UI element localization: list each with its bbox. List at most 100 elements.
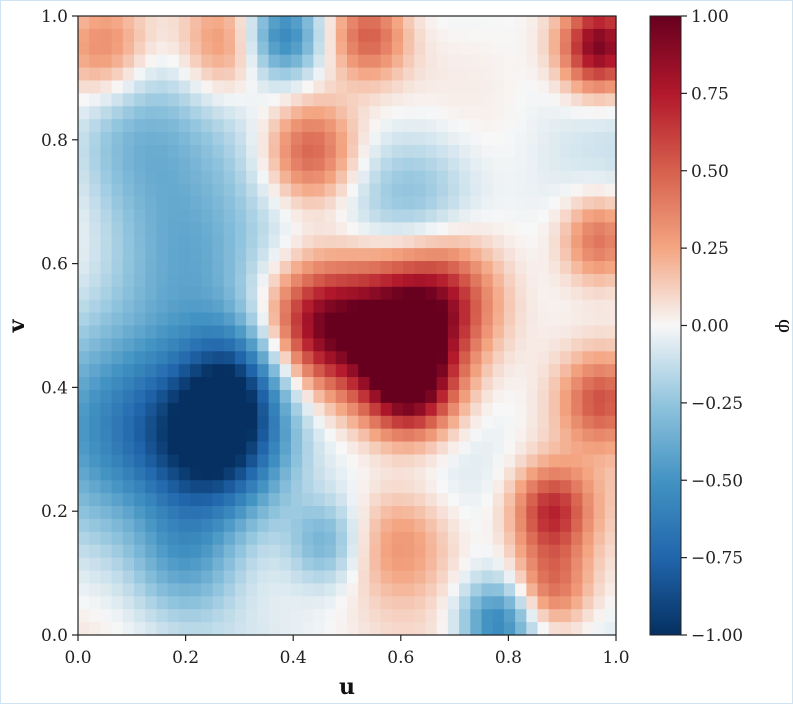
heatmap-cell bbox=[89, 480, 102, 494]
heatmap-cell bbox=[201, 286, 214, 301]
heatmap-cell bbox=[436, 106, 449, 120]
heatmap-cell bbox=[234, 622, 247, 636]
heatmap-cell bbox=[234, 209, 247, 223]
heatmap-cell bbox=[89, 402, 102, 417]
heatmap-cell bbox=[335, 170, 348, 185]
heatmap-cell bbox=[290, 119, 303, 133]
heatmap-cell bbox=[593, 183, 606, 198]
heatmap-cell bbox=[279, 570, 292, 585]
heatmap-cell bbox=[537, 273, 550, 288]
heatmap-cell bbox=[425, 428, 438, 443]
heatmap-cell bbox=[571, 467, 583, 481]
heatmap-cell bbox=[593, 28, 606, 43]
heatmap-cell bbox=[526, 157, 539, 172]
heatmap-cell bbox=[78, 402, 90, 417]
heatmap-cell bbox=[122, 428, 135, 443]
heatmap-cell bbox=[156, 351, 169, 365]
heatmap-cell bbox=[234, 299, 247, 314]
heatmap-cell bbox=[403, 415, 415, 430]
heatmap-cell bbox=[313, 377, 326, 391]
heatmap-cell bbox=[201, 67, 214, 82]
heatmap-cell bbox=[268, 338, 281, 352]
heatmap-cell bbox=[571, 170, 583, 185]
heatmap-cell bbox=[571, 183, 583, 198]
heatmap-cell bbox=[571, 196, 583, 211]
heatmap-cell bbox=[470, 622, 483, 636]
heatmap-cell bbox=[302, 428, 314, 443]
heatmap-cell bbox=[78, 557, 90, 572]
heatmap-cell bbox=[481, 518, 494, 533]
heatmap-cell bbox=[100, 325, 113, 339]
heatmap-cell bbox=[459, 441, 471, 456]
heatmap-cell bbox=[593, 119, 606, 133]
heatmap-cell bbox=[279, 531, 292, 546]
heatmap-cell bbox=[313, 16, 326, 30]
heatmap-cell bbox=[246, 16, 258, 30]
heatmap-cell bbox=[257, 80, 270, 94]
heatmap-cell bbox=[335, 106, 348, 120]
heatmap-cell bbox=[492, 170, 505, 185]
heatmap-cell bbox=[582, 235, 595, 249]
heatmap-cell bbox=[391, 377, 404, 391]
heatmap-cell bbox=[470, 480, 483, 494]
heatmap-cell bbox=[436, 132, 449, 146]
heatmap-cell bbox=[122, 609, 135, 623]
heatmap-cell bbox=[604, 67, 617, 82]
heatmap-cell bbox=[122, 389, 135, 404]
heatmap-cell bbox=[111, 248, 124, 262]
heatmap-cell bbox=[122, 570, 135, 585]
heatmap-cell bbox=[391, 209, 404, 223]
heatmap-cell bbox=[470, 28, 483, 43]
heatmap-cell bbox=[571, 54, 583, 69]
heatmap-cell bbox=[246, 157, 258, 172]
heatmap-cell bbox=[548, 583, 561, 597]
heatmap-cell bbox=[279, 454, 292, 468]
heatmap-cell bbox=[212, 557, 225, 572]
heatmap-cell bbox=[335, 144, 348, 159]
heatmap-cell bbox=[492, 196, 505, 211]
heatmap-cell bbox=[537, 248, 550, 262]
heatmap-cell bbox=[279, 93, 292, 107]
heatmap-cell bbox=[582, 557, 595, 572]
heatmap-cell bbox=[391, 28, 404, 43]
heatmap-cell bbox=[156, 183, 169, 198]
heatmap-cell bbox=[604, 299, 617, 314]
heatmap-cell bbox=[369, 454, 382, 468]
heatmap-cell bbox=[425, 493, 438, 507]
heatmap-cell bbox=[481, 248, 494, 262]
heatmap-cell bbox=[436, 157, 449, 172]
heatmap-cell bbox=[358, 157, 371, 172]
heatmap-cell bbox=[593, 170, 606, 185]
heatmap-cell bbox=[470, 119, 483, 133]
heatmap-cell bbox=[156, 467, 169, 481]
heatmap-cell bbox=[279, 415, 292, 430]
heatmap-cell bbox=[134, 273, 146, 288]
heatmap-cell bbox=[78, 467, 90, 481]
heatmap-cell bbox=[548, 557, 561, 572]
heatmap-cell bbox=[548, 402, 561, 417]
heatmap-cell bbox=[100, 557, 113, 572]
heatmap-cell bbox=[89, 544, 102, 559]
heatmap-cell bbox=[167, 557, 180, 572]
heatmap-cell bbox=[100, 209, 113, 223]
heatmap-cell bbox=[234, 41, 247, 56]
heatmap-cell bbox=[425, 506, 438, 520]
heatmap-cell bbox=[571, 16, 583, 30]
heatmap-cell bbox=[470, 183, 483, 198]
heatmap-cell bbox=[503, 235, 516, 249]
heatmap-cell bbox=[290, 235, 303, 249]
heatmap-cell bbox=[324, 493, 337, 507]
heatmap-cell bbox=[369, 261, 382, 275]
heatmap-cell bbox=[548, 480, 561, 494]
heatmap-cell bbox=[134, 402, 146, 417]
heatmap-cell bbox=[335, 248, 348, 262]
heatmap-cell bbox=[492, 544, 505, 559]
heatmap-cell bbox=[492, 415, 505, 430]
heatmap-cell bbox=[190, 454, 202, 468]
heatmap-cell bbox=[470, 54, 483, 69]
heatmap-cell bbox=[515, 299, 527, 314]
heatmap-cell bbox=[391, 338, 404, 352]
heatmap-cell bbox=[302, 170, 314, 185]
heatmap-cell bbox=[559, 557, 572, 572]
heatmap-cell bbox=[403, 41, 415, 56]
